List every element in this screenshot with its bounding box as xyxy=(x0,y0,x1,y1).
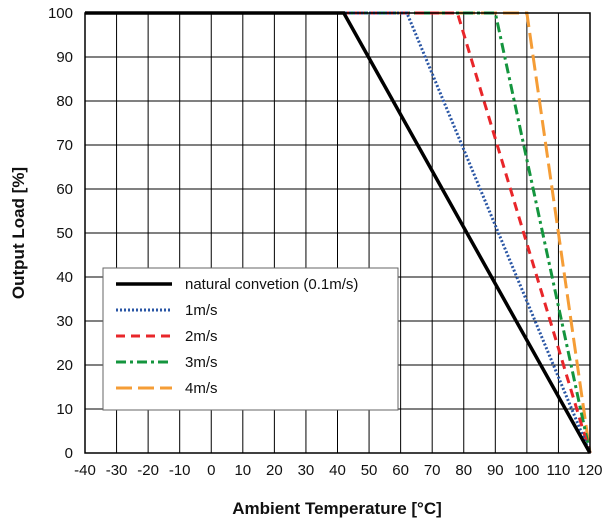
x-tick-label: -20 xyxy=(137,462,159,479)
x-tick-label: 60 xyxy=(392,462,409,479)
y-tick-label: 50 xyxy=(56,225,73,242)
y-tick-label: 0 xyxy=(65,445,73,462)
y-tick-label: 90 xyxy=(56,49,73,66)
x-tick-label: 50 xyxy=(361,462,378,479)
y-tick-label: 20 xyxy=(56,357,73,374)
x-tick-label: 70 xyxy=(424,462,441,479)
x-tick-label: 40 xyxy=(329,462,346,479)
y-axis-title: Output Load [%] xyxy=(9,167,28,299)
x-tick-label: -40 xyxy=(74,462,96,479)
legend: natural convetion (0.1m/s) 1m/s 2m/s 3m/s 4m… xyxy=(102,267,399,411)
y-tick-label: 100 xyxy=(48,5,73,22)
x-tick-label: 10 xyxy=(234,462,251,479)
legend-label: 2m/s xyxy=(185,328,218,345)
plot-frame xyxy=(84,12,591,454)
y-tick-label: 80 xyxy=(56,93,73,110)
legend-label: 1m/s xyxy=(185,302,218,319)
x-tick-label: 30 xyxy=(298,462,315,479)
x-axis-title: Ambient Temperature [°C] xyxy=(232,499,442,518)
x-tick-label: 0 xyxy=(207,462,215,479)
y-tick-label: 70 xyxy=(56,137,73,154)
x-tick-label: 20 xyxy=(266,462,283,479)
y-tick-label: 10 xyxy=(56,401,73,418)
x-tick-label: -30 xyxy=(106,462,128,479)
x-tick-label: 110 xyxy=(546,462,570,479)
tick-labels: -40 -30 -20 -10 0 10 20 30 40 50 60 70 80 90 100 110 120… xyxy=(48,5,603,479)
x-tick-label: -10 xyxy=(169,462,191,479)
legend-box xyxy=(102,267,399,411)
y-tick-label: 30 xyxy=(56,313,73,330)
x-tick-label: 120 xyxy=(577,462,602,479)
x-tick-label: 80 xyxy=(455,462,472,479)
y-tick-label: 60 xyxy=(56,181,73,198)
legend-label: 3m/s xyxy=(185,354,218,371)
x-tick-label: 90 xyxy=(487,462,504,479)
legend-label: natural convetion (0.1m/s) xyxy=(185,276,358,293)
x-tick-label: 100 xyxy=(514,462,539,479)
y-tick-label: 40 xyxy=(56,269,73,286)
legend-label: 4m/s xyxy=(185,380,218,397)
